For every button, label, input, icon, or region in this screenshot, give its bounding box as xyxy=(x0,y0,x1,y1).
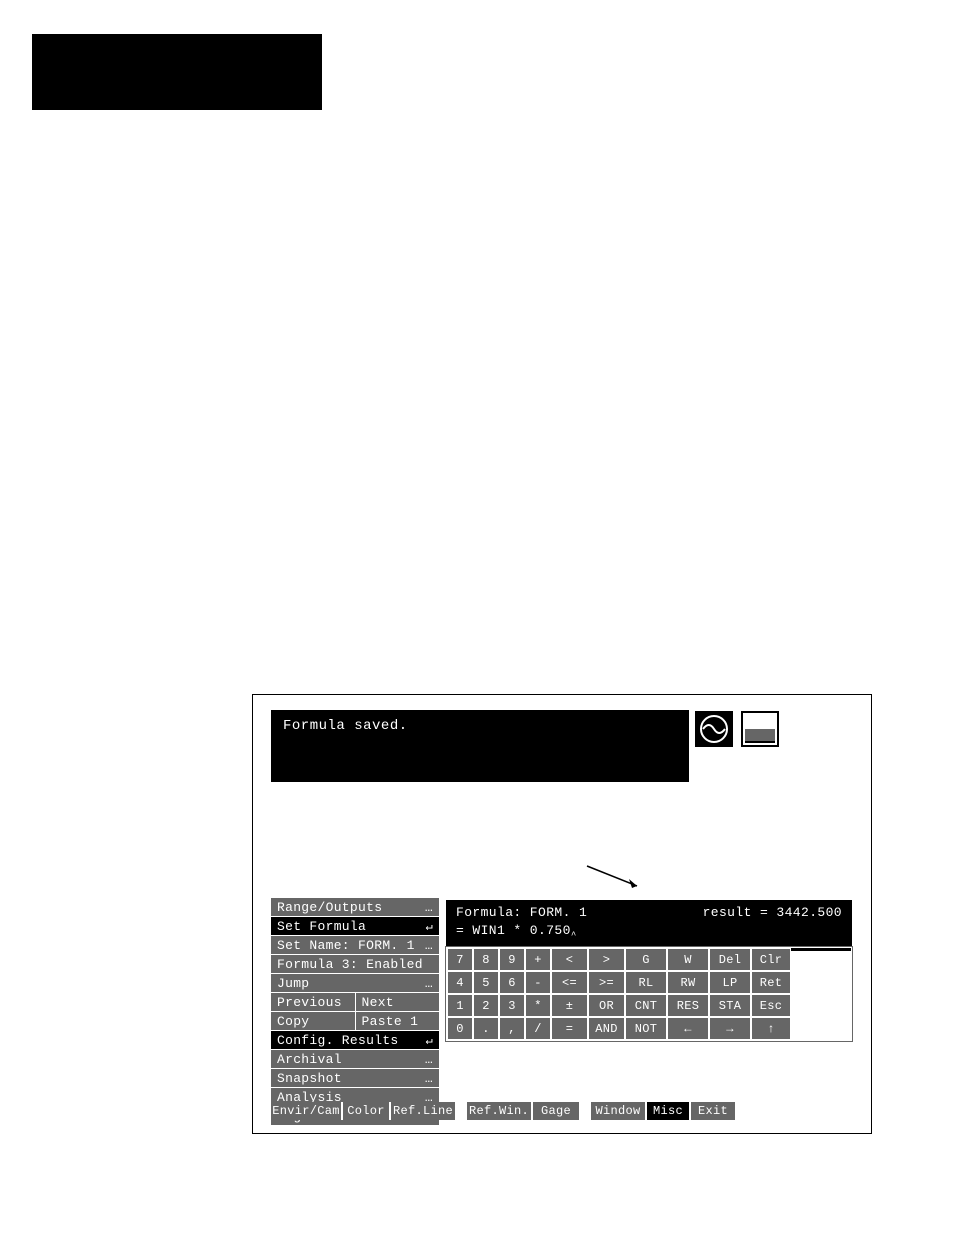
key-or[interactable]: OR xyxy=(588,994,625,1017)
status-message: Formula saved. xyxy=(283,718,408,734)
menu-split-row: PreviousNext xyxy=(271,993,439,1012)
keypad-row: 456-<=>=RLRWLPRet xyxy=(447,971,851,994)
key-5[interactable]: 5 xyxy=(473,971,499,994)
key-and[interactable]: AND xyxy=(588,1017,625,1040)
tab-ref-line[interactable]: Ref.Line xyxy=(391,1102,457,1120)
submenu-icon: … xyxy=(425,938,433,953)
menu-split-row: CopyPaste 1 xyxy=(271,1012,439,1031)
keypad-row: 0.,/=ANDNOT←→↑ xyxy=(447,1017,851,1040)
key-clr[interactable]: Clr xyxy=(751,948,791,971)
key-[interactable]: ± xyxy=(551,994,588,1017)
key-6[interactable]: 6 xyxy=(499,971,525,994)
menu-item-set-name-form-1[interactable]: Set Name: FORM. 1… xyxy=(271,936,439,955)
chapter-header-block xyxy=(32,34,322,110)
key-1[interactable]: 1 xyxy=(447,994,473,1017)
submenu-icon: … xyxy=(425,1052,433,1067)
key-[interactable]: < xyxy=(551,948,588,971)
key-del[interactable]: Del xyxy=(709,948,751,971)
key-[interactable]: - xyxy=(525,971,551,994)
key-[interactable]: = xyxy=(551,1017,588,1040)
display-mode-icon[interactable] xyxy=(741,711,779,747)
bottom-tab-bar: Envir/CamColorRef.Line Ref.Win.Gage Window… xyxy=(271,1102,857,1120)
key-rw[interactable]: RW xyxy=(667,971,709,994)
key-res[interactable]: RES xyxy=(667,994,709,1017)
key-[interactable]: <= xyxy=(551,971,588,994)
formula-keypad: 789+<>GWDelClr456-<=>=RLRWLPRet123*±ORCN… xyxy=(446,947,852,1041)
key-cnt[interactable]: CNT xyxy=(625,994,667,1017)
enter-icon: ↵ xyxy=(425,1033,433,1048)
key-not[interactable]: NOT xyxy=(625,1017,667,1040)
tab-window[interactable]: Window xyxy=(591,1102,647,1120)
key-3[interactable]: 3 xyxy=(499,994,525,1017)
formula-result: result = 3442.500 xyxy=(703,904,842,922)
submenu-icon: … xyxy=(425,1071,433,1086)
key-[interactable]: >= xyxy=(588,971,625,994)
misc-menu-panel: Range/Outputs…Set Formula↵Set Name: FORM… xyxy=(271,898,439,1126)
tab-spacer xyxy=(457,1102,467,1120)
formula-cursor-icon: ^ xyxy=(571,931,577,941)
menu-item-range-outputs[interactable]: Range/Outputs… xyxy=(271,898,439,917)
tab-ref-win-[interactable]: Ref.Win. xyxy=(467,1102,533,1120)
page: Formula saved. Range/Outputs…Set Formula… xyxy=(0,0,954,1235)
key-2[interactable]: 2 xyxy=(473,994,499,1017)
formula-expression: = WIN1 * 0.750 xyxy=(456,923,571,938)
key-[interactable]: → xyxy=(709,1017,751,1040)
tab-envir-cam[interactable]: Envir/Cam xyxy=(271,1102,343,1120)
key-[interactable]: , xyxy=(499,1017,525,1040)
formula-title: Formula: FORM. 1 xyxy=(456,904,587,922)
formula-display: Formula: FORM. 1 result = 3442.500 = WIN… xyxy=(446,900,852,951)
key-9[interactable]: 9 xyxy=(499,948,525,971)
menu-item-next[interactable]: Next xyxy=(356,993,440,1012)
annotation-arrow-icon xyxy=(585,862,645,892)
tab-spacer xyxy=(581,1102,591,1120)
menu-item-formula-3-enabled[interactable]: Formula 3: Enabled xyxy=(271,955,439,974)
submenu-icon: … xyxy=(425,976,433,991)
key-0[interactable]: 0 xyxy=(447,1017,473,1040)
submenu-icon: … xyxy=(425,900,433,915)
keypad-row: 789+<>GWDelClr xyxy=(447,948,851,971)
key-lp[interactable]: LP xyxy=(709,971,751,994)
tab-color[interactable]: Color xyxy=(343,1102,391,1120)
key-[interactable]: + xyxy=(525,948,551,971)
key-[interactable]: ← xyxy=(667,1017,709,1040)
key-esc[interactable]: Esc xyxy=(751,994,791,1017)
tab-exit[interactable]: Exit xyxy=(691,1102,735,1120)
menu-item-set-formula[interactable]: Set Formula↵ xyxy=(271,917,439,936)
key-4[interactable]: 4 xyxy=(447,971,473,994)
key-[interactable]: ↑ xyxy=(751,1017,791,1040)
key-g[interactable]: G xyxy=(625,948,667,971)
menu-item-jump[interactable]: Jump… xyxy=(271,974,439,993)
menu-item-config-results[interactable]: Config. Results↵ xyxy=(271,1031,439,1050)
menu-item-archival[interactable]: Archival… xyxy=(271,1050,439,1069)
menu-item-paste-1[interactable]: Paste 1 xyxy=(356,1012,440,1031)
key-[interactable]: / xyxy=(525,1017,551,1040)
key-ret[interactable]: Ret xyxy=(751,971,791,994)
tab-gage[interactable]: Gage xyxy=(533,1102,581,1120)
brand-logo-icon xyxy=(695,711,733,747)
keypad-row: 123*±ORCNTRESSTAEsc xyxy=(447,994,851,1017)
key-w[interactable]: W xyxy=(667,948,709,971)
key-sta[interactable]: STA xyxy=(709,994,751,1017)
status-bar: Formula saved. xyxy=(271,710,689,782)
vision-terminal-screen: Formula saved. Range/Outputs…Set Formula… xyxy=(252,694,872,1134)
key-[interactable]: . xyxy=(473,1017,499,1040)
menu-item-previous[interactable]: Previous xyxy=(271,993,356,1012)
key-8[interactable]: 8 xyxy=(473,948,499,971)
key-rl[interactable]: RL xyxy=(625,971,667,994)
key-[interactable]: * xyxy=(525,994,551,1017)
tab-misc[interactable]: Misc xyxy=(647,1102,691,1120)
key-7[interactable]: 7 xyxy=(447,948,473,971)
menu-item-copy[interactable]: Copy xyxy=(271,1012,356,1031)
menu-item-snapshot[interactable]: Snapshot… xyxy=(271,1069,439,1088)
enter-icon: ↵ xyxy=(425,919,433,934)
key-[interactable]: > xyxy=(588,948,625,971)
